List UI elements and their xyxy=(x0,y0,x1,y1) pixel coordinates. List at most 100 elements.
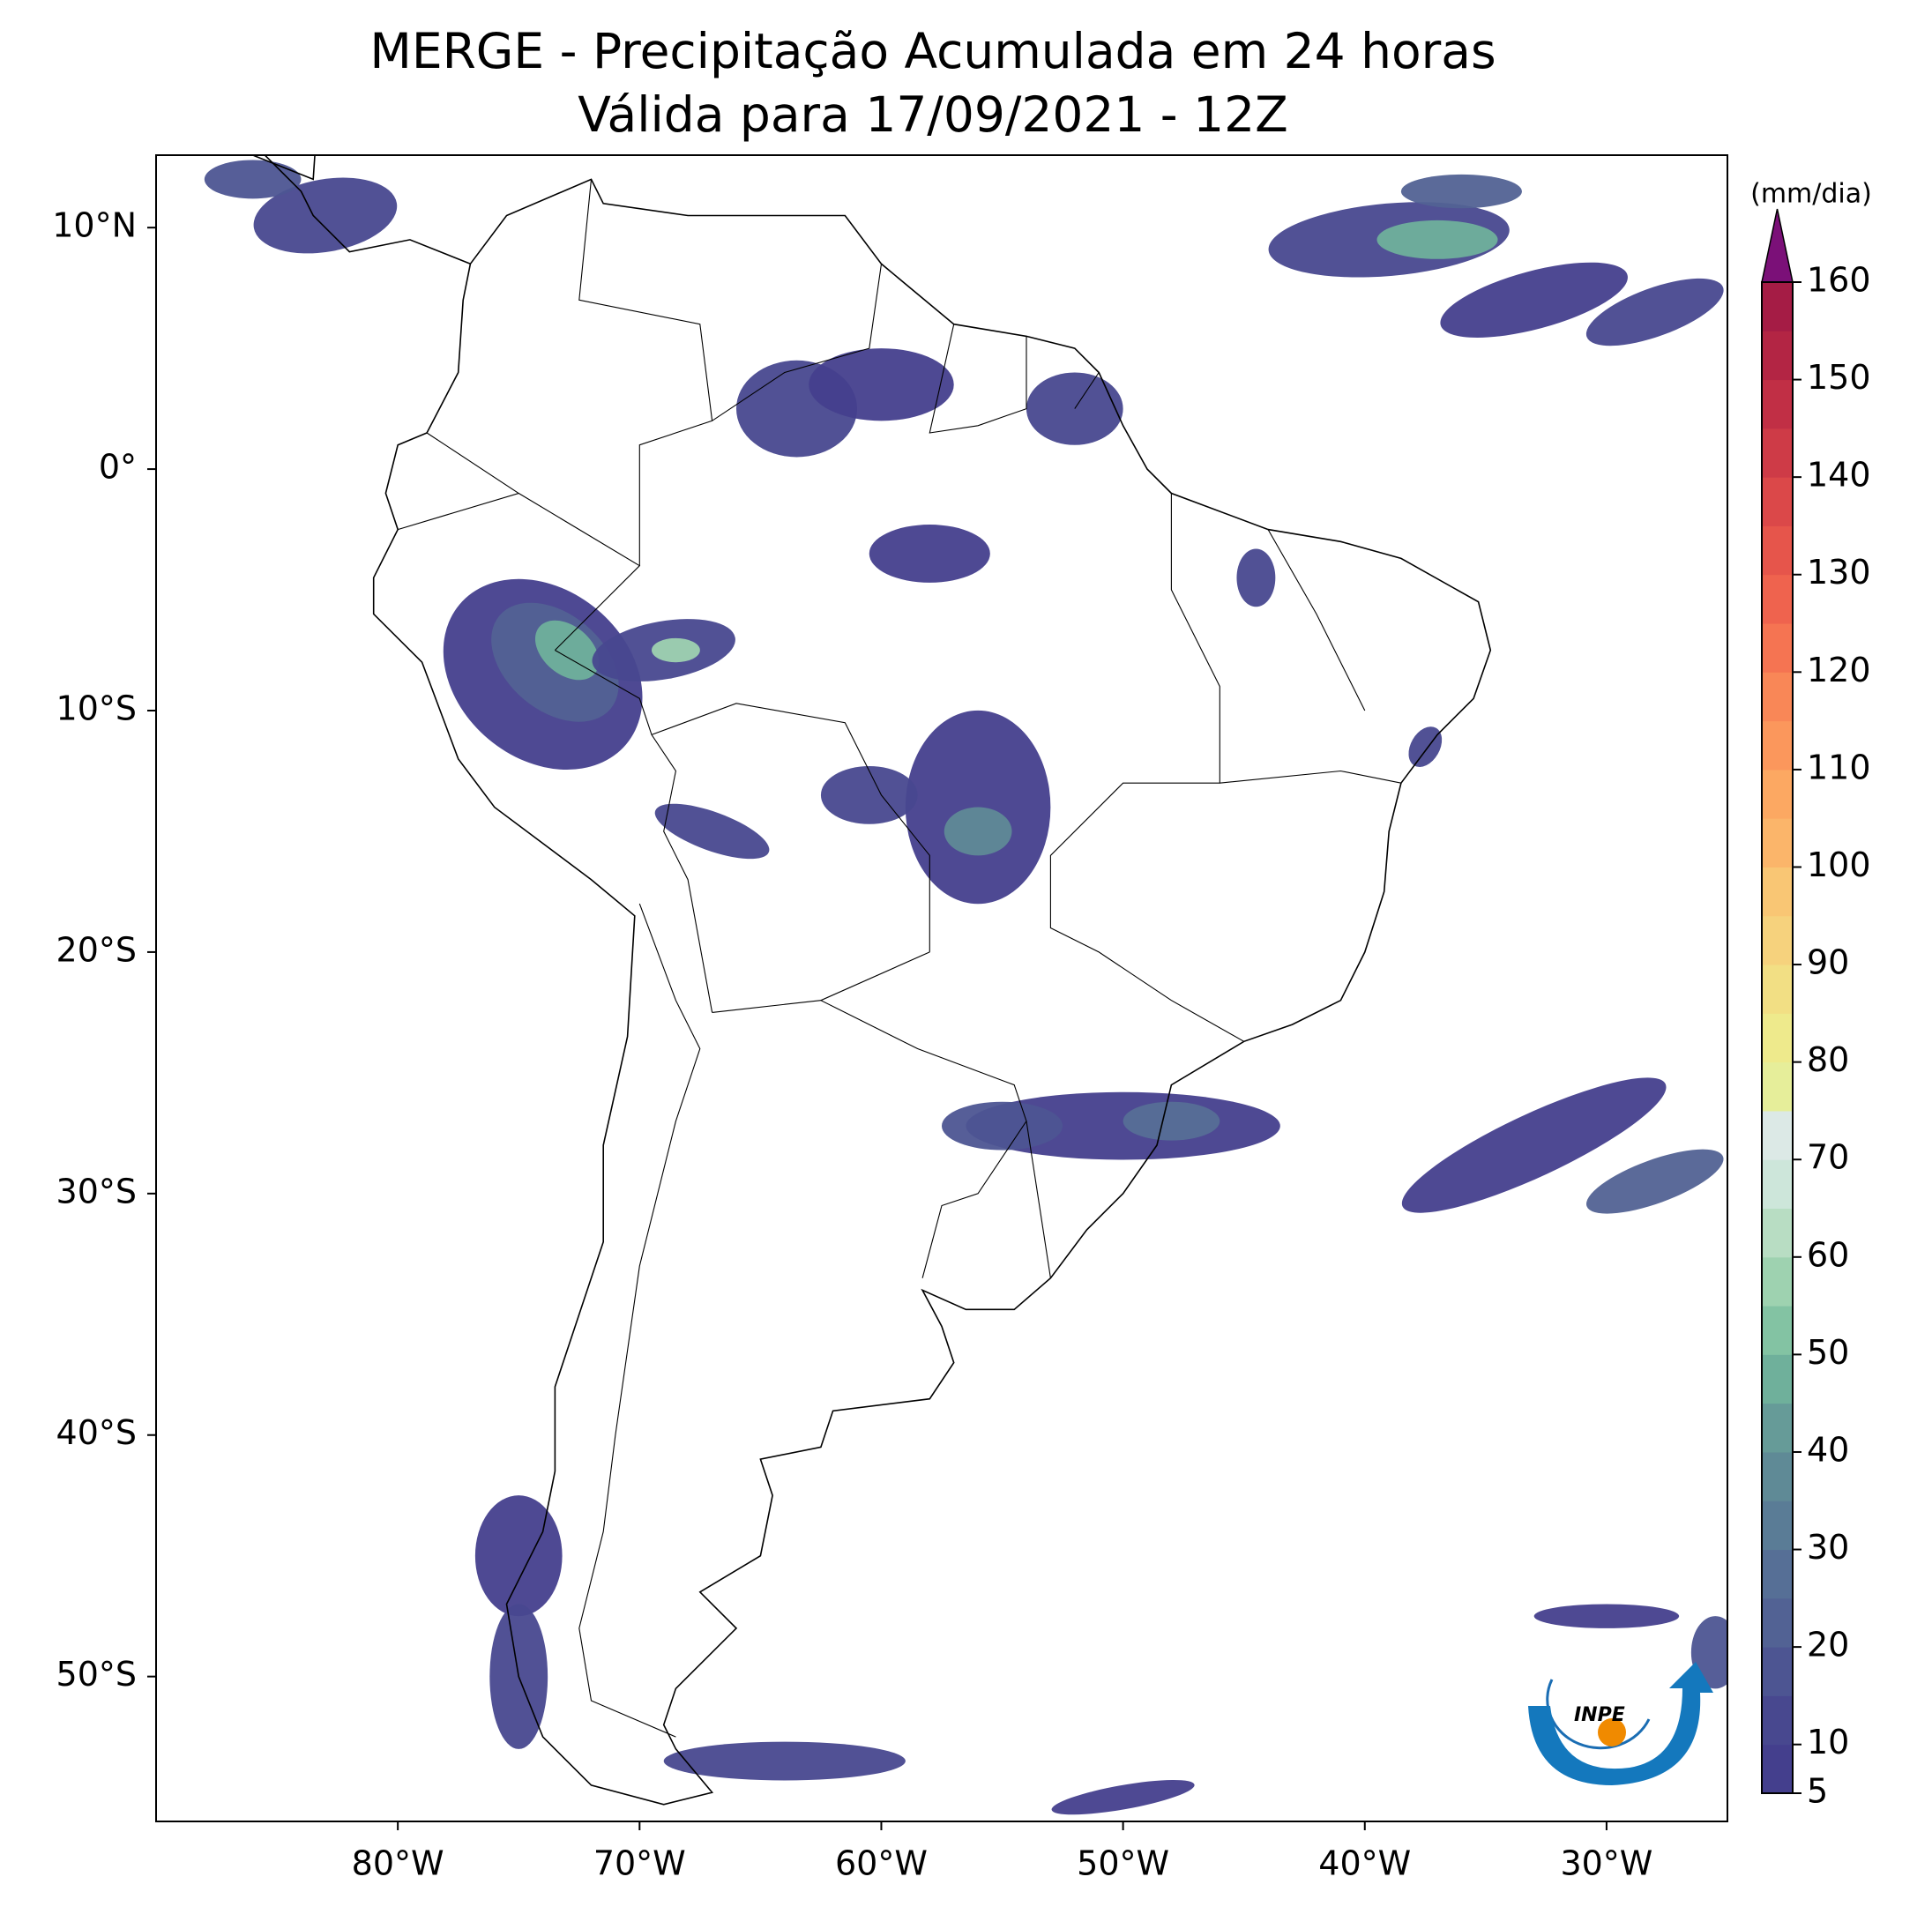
colorbar-band xyxy=(1762,428,1793,478)
x-tick-label: 50°W xyxy=(1077,1844,1169,1883)
precip-area xyxy=(204,160,302,199)
colorbar-tick-label: 50 xyxy=(1807,1333,1849,1372)
colorbar-band xyxy=(1762,1744,1793,1794)
precip-area xyxy=(652,637,700,663)
colorbar-tick-label: 10 xyxy=(1807,1723,1849,1761)
colorbar-band xyxy=(1762,915,1793,965)
map-frame xyxy=(155,154,1728,1822)
colorbar-band xyxy=(1762,1354,1793,1404)
colorbar-band xyxy=(1762,672,1793,722)
colorbar-label: (mm/dia) xyxy=(1750,179,1872,210)
border xyxy=(638,264,883,566)
colorbar-band xyxy=(1762,1256,1793,1307)
border xyxy=(1074,372,1100,409)
colorbar-band xyxy=(1762,623,1793,673)
colorbar-band xyxy=(1762,769,1793,819)
colorbar-band xyxy=(1762,964,1793,1014)
y-tick-label: 10°N xyxy=(52,206,137,245)
colorbar-tick-label: 140 xyxy=(1807,456,1871,495)
colorbar-band xyxy=(1762,1451,1793,1501)
border xyxy=(578,179,713,421)
precip-area xyxy=(809,348,954,421)
colorbar-band xyxy=(1762,1597,1793,1648)
colorbar-tick-label: 110 xyxy=(1807,748,1871,786)
colorbar-band xyxy=(1762,1061,1793,1112)
subtitle: Válida para 17/09/2021 - 12Z xyxy=(578,86,1288,143)
colorbar-tick-label: 70 xyxy=(1807,1138,1849,1177)
title: MERGE - Precipitação Acumulada em 24 hor… xyxy=(369,23,1496,79)
border xyxy=(518,493,641,651)
precip-area xyxy=(820,765,918,824)
border xyxy=(929,324,1027,434)
colorbar-tick-label: 150 xyxy=(1807,358,1871,397)
border xyxy=(712,1000,821,1013)
precip-area xyxy=(534,620,600,681)
border xyxy=(1267,529,1366,711)
precip-area xyxy=(1401,1077,1667,1213)
colorbar-band xyxy=(1762,867,1793,917)
colorbar-band xyxy=(1762,1110,1793,1160)
colorbar-band xyxy=(1762,574,1793,624)
precip-area xyxy=(253,177,398,254)
y-tick-label: 30°S xyxy=(56,1172,137,1210)
y-tick-label: 50°S xyxy=(56,1655,137,1694)
colorbar-band xyxy=(1762,1306,1793,1355)
colorbar-band xyxy=(1762,1208,1793,1258)
colorbar-band xyxy=(1762,331,1793,381)
border xyxy=(1026,1121,1051,1278)
precip-area xyxy=(1051,1779,1195,1815)
coastline xyxy=(262,155,471,265)
precip-area xyxy=(1123,1101,1220,1141)
y-tick-label: 40°S xyxy=(56,1413,137,1452)
precip-area xyxy=(1236,548,1276,607)
x-tick-label: 70°W xyxy=(593,1844,686,1883)
colorbar-tick-label: 60 xyxy=(1807,1235,1849,1274)
colorbar-band xyxy=(1762,1501,1793,1551)
precip-area xyxy=(942,1101,1063,1151)
border xyxy=(1049,493,1244,1042)
colorbar-tick-label: 20 xyxy=(1807,1626,1849,1665)
precip-area xyxy=(1376,220,1498,259)
colorbar-tick-label: 130 xyxy=(1807,553,1871,592)
border xyxy=(578,903,701,1738)
precip-area xyxy=(1400,174,1522,209)
precip-area xyxy=(663,1741,906,1781)
colorbar-band xyxy=(1762,720,1793,771)
logo: INPE xyxy=(1528,1662,1713,1785)
colorbar-band xyxy=(1762,1549,1793,1599)
colorbar-tick-label: 40 xyxy=(1807,1430,1849,1469)
colorbar-band xyxy=(1762,1159,1793,1210)
y-tick-label: 0° xyxy=(99,448,137,487)
coastline xyxy=(372,178,1492,1806)
colorbar-band xyxy=(1762,477,1793,526)
x-tick-label: 80°W xyxy=(352,1844,444,1883)
border xyxy=(398,432,520,531)
precip-area xyxy=(1440,262,1628,338)
precip-area xyxy=(1408,726,1443,767)
colorbar-frame xyxy=(1761,281,1794,1794)
colorbar-tick-label: 30 xyxy=(1807,1528,1849,1567)
colorbar-band xyxy=(1762,379,1793,429)
colorbar-tick-label: 160 xyxy=(1807,261,1871,300)
y-tick-label: 10°S xyxy=(56,689,137,728)
precip-area xyxy=(869,525,990,583)
precip-area xyxy=(944,807,1012,856)
colorbar-band xyxy=(1762,282,1793,331)
colorbar-tick-label: 80 xyxy=(1807,1040,1849,1079)
precip-area xyxy=(1586,1149,1724,1214)
colorbar-band xyxy=(1762,1403,1793,1453)
border xyxy=(1220,770,1402,784)
colorbar-band xyxy=(1762,818,1793,868)
colorbar-band xyxy=(1762,1013,1793,1063)
x-tick-label: 60°W xyxy=(835,1844,928,1883)
x-tick-label: 40°W xyxy=(1318,1844,1411,1883)
map-area xyxy=(204,155,1727,1815)
colorbar-extend xyxy=(1761,208,1794,283)
precip-area xyxy=(474,1495,563,1617)
colorbar-tick-label: 5 xyxy=(1807,1772,1828,1811)
colorbar-tick-label: 120 xyxy=(1807,651,1871,689)
logo-text: INPE xyxy=(1574,1704,1625,1726)
border xyxy=(555,650,713,1013)
